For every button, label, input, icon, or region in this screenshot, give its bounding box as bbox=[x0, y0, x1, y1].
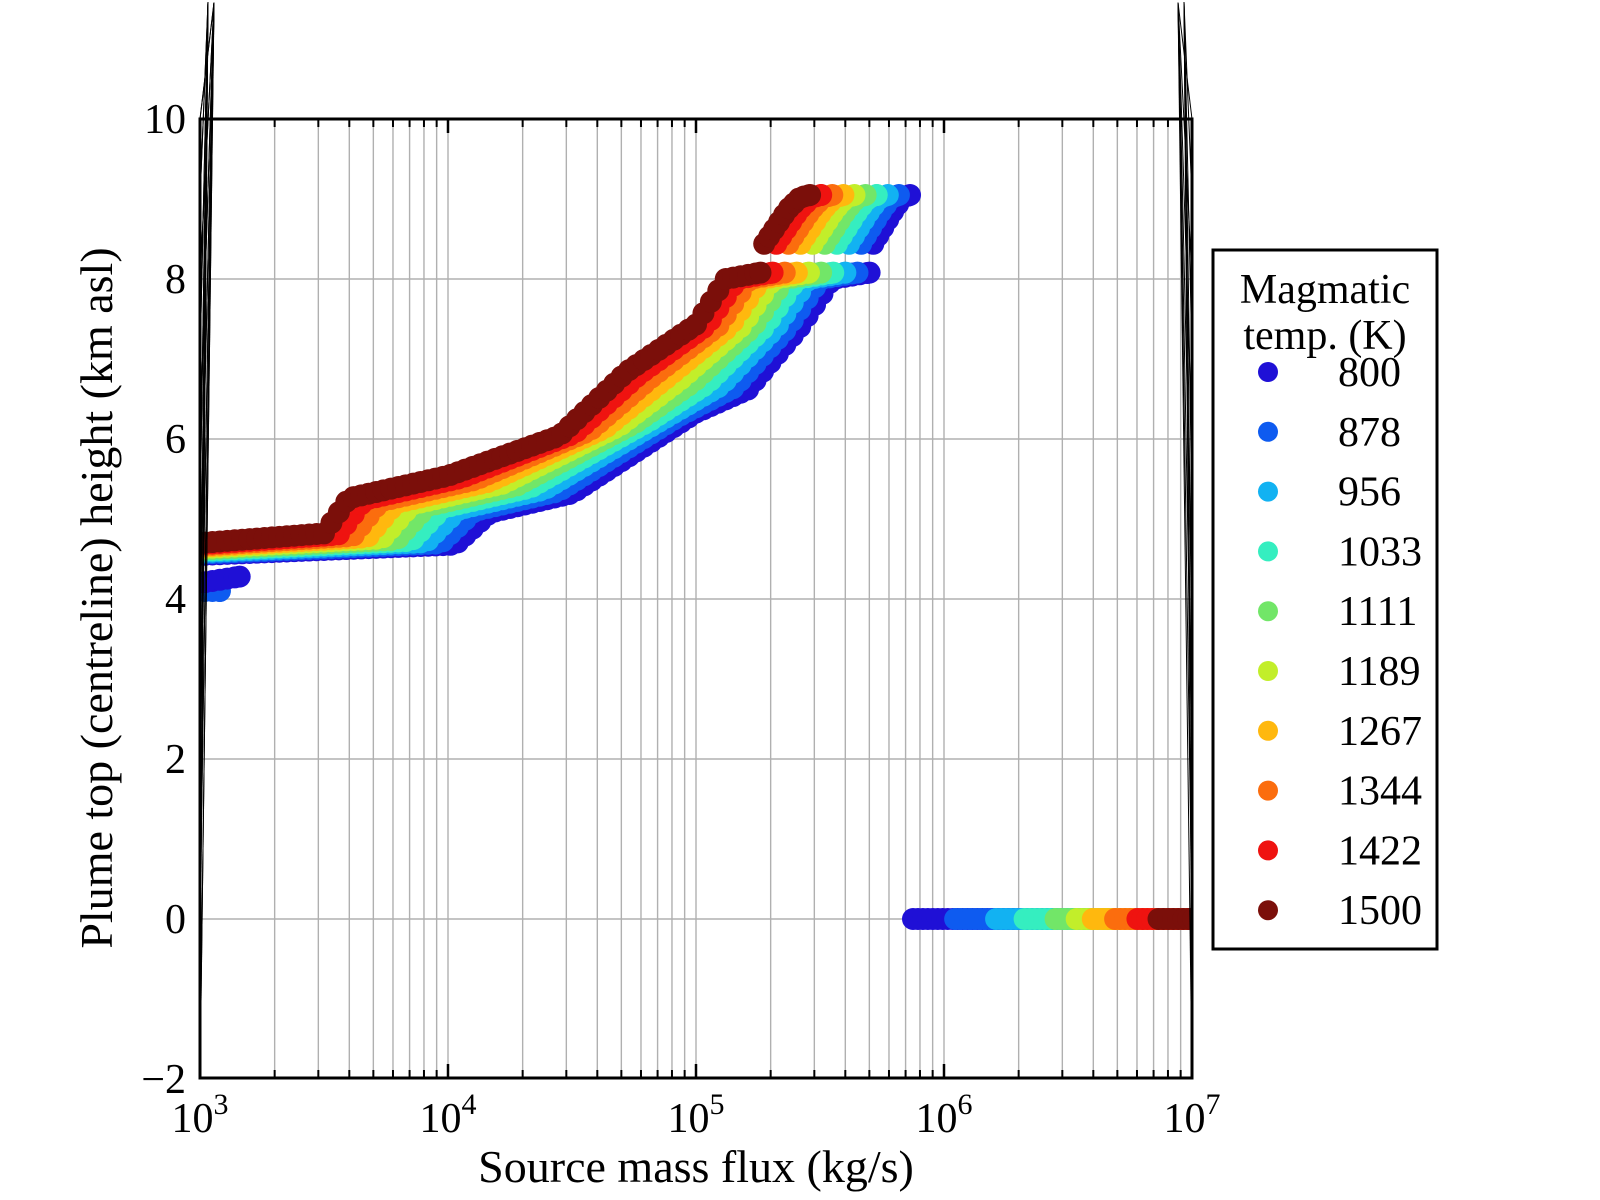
legend-label-878K: 878 bbox=[1338, 410, 1401, 456]
svg-text:8: 8 bbox=[165, 257, 186, 303]
svg-text:104: 104 bbox=[420, 1088, 477, 1142]
legend-label-1422K: 1422 bbox=[1338, 828, 1422, 874]
legend-label-1033K: 1033 bbox=[1338, 529, 1422, 575]
legend-label-956K: 956 bbox=[1338, 470, 1401, 516]
series-1500K bbox=[200, 184, 1192, 930]
legend-marker-1033K bbox=[1258, 541, 1278, 562]
legend-label-1189K: 1189 bbox=[1338, 649, 1420, 695]
legend-box bbox=[1211, 248, 1439, 951]
legend-marker-1422K bbox=[1258, 840, 1278, 861]
legend-label-1267K: 1267 bbox=[1338, 709, 1422, 755]
legend-marker-1267K bbox=[1258, 720, 1278, 741]
svg-text:106: 106 bbox=[916, 1088, 973, 1142]
legend-marker-1344K bbox=[1258, 780, 1278, 801]
legend-marker-956K bbox=[1258, 481, 1278, 502]
legend-marker-800K bbox=[1258, 362, 1278, 382]
svg-text:2: 2 bbox=[165, 737, 186, 783]
legend-label-1111K: 1111 bbox=[1338, 589, 1417, 635]
legend-label-1500K: 1500 bbox=[1338, 888, 1422, 934]
legend-label-1344K: 1344 bbox=[1338, 769, 1422, 815]
x-axis-title: Source mass flux (kg/s) bbox=[478, 1141, 914, 1192]
legend-label-800K: 800 bbox=[1338, 350, 1401, 396]
legend-marker-1111K bbox=[1258, 601, 1278, 622]
legend-marker-1500K bbox=[1258, 900, 1278, 921]
svg-text:−2: −2 bbox=[141, 1057, 186, 1103]
axis-titles: Source mass flux (kg/s) Plume top (centre… bbox=[71, 247, 914, 1192]
low-cluster bbox=[200, 565, 251, 602]
svg-text:103: 103 bbox=[172, 1088, 229, 1142]
svg-text:4: 4 bbox=[165, 577, 186, 623]
svg-text:0: 0 bbox=[165, 897, 186, 943]
legend-marker-878K bbox=[1258, 421, 1278, 442]
tick-labels: −2 0 2 4 6 8 10 103 104 105 106 107 bbox=[141, 97, 1220, 1142]
legend-marker-1189K bbox=[1258, 661, 1278, 681]
legend-title-line: temp. (K) bbox=[1243, 313, 1406, 359]
svg-text:10: 10 bbox=[144, 97, 186, 143]
y-axis-title: Plume top (centreline) height (km asl) bbox=[71, 247, 122, 948]
svg-text:107: 107 bbox=[1164, 1088, 1221, 1142]
legend-title-line: Magmatic bbox=[1240, 267, 1410, 313]
axes-frame bbox=[198, 1, 1194, 1080]
svg-text:105: 105 bbox=[668, 1088, 725, 1142]
svg-text:6: 6 bbox=[165, 417, 186, 463]
